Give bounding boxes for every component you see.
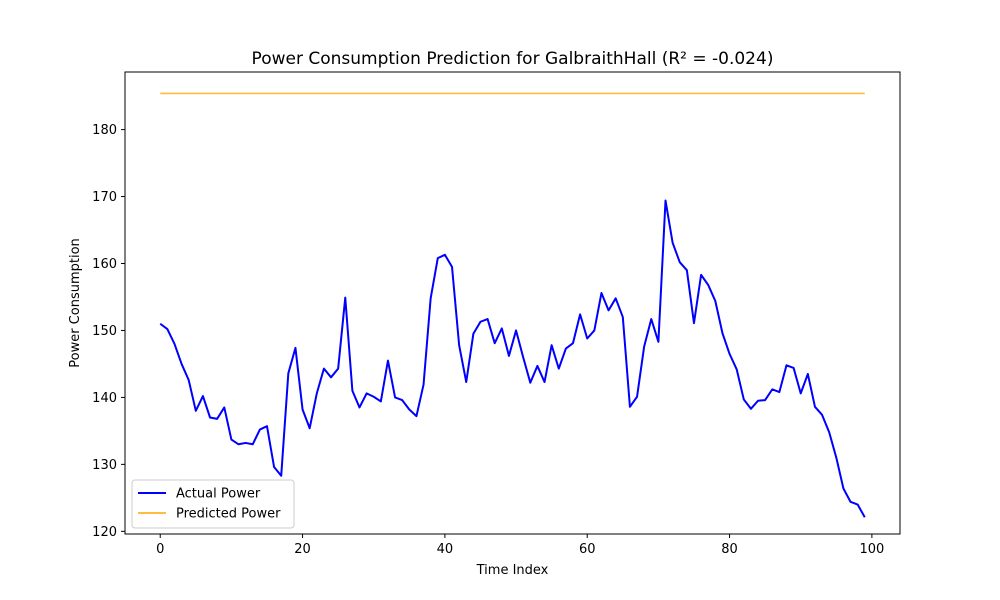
x-tick-label: 60 [579, 542, 596, 557]
actual-power-line [159, 199, 866, 518]
y-tick-label: 150 [92, 324, 117, 339]
x-tick-label: 100 [859, 542, 884, 557]
plot-frame [124, 71, 901, 535]
y-axis-label: Power Consumption [68, 238, 83, 368]
legend: Actual Power Predicted Power [131, 479, 295, 529]
legend-label-actual: Actual Power [176, 487, 261, 502]
axis-ticks: 0 20 40 60 80 100 120 130 140 150 160 170 180 [92, 123, 884, 557]
x-tick-label: 20 [294, 542, 311, 557]
chart-title: Power Consumption Prediction for Galbrai… [252, 49, 774, 69]
y-tick-label: 160 [92, 257, 117, 272]
y-tick-label: 140 [92, 391, 117, 406]
y-tick-label: 170 [92, 190, 117, 205]
x-axis-label: Time Index [476, 563, 549, 578]
y-tick-label: 120 [92, 525, 117, 540]
x-tick-label: 80 [721, 542, 738, 557]
plot-area [159, 92, 866, 518]
y-tick-label: 130 [92, 458, 117, 473]
legend-box [131, 479, 295, 529]
y-tick-label: 180 [92, 123, 117, 138]
legend-label-predicted: Predicted Power [176, 507, 281, 522]
x-tick-label: 0 [156, 542, 164, 557]
x-tick-label: 40 [437, 542, 454, 557]
